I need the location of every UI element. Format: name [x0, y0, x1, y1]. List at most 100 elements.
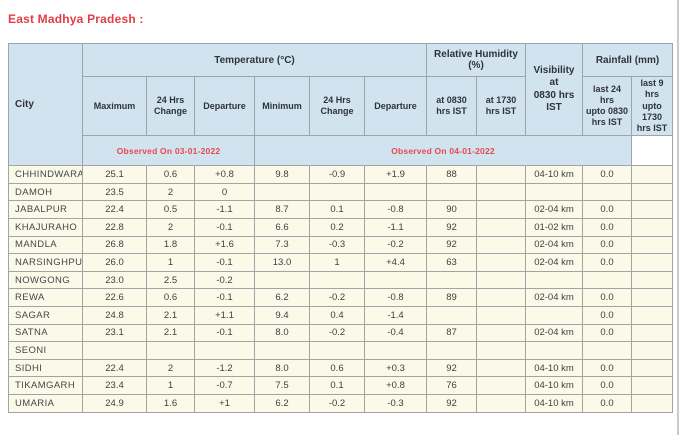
rh-0830-cell: 92: [426, 235, 477, 255]
rh-0830-cell: 76: [426, 376, 477, 395]
rh-0830-cell: 87: [426, 323, 477, 343]
rain-last-9hrs-cell: [631, 165, 673, 184]
min-departure-cell: +0.8: [364, 376, 427, 395]
rh-0830-cell: 92: [426, 393, 477, 413]
sub-header-min-departure: Departure: [364, 75, 427, 137]
min-24hrs-change-cell: 1: [309, 253, 365, 272]
rh-1730-cell: [476, 182, 526, 202]
rh-0830-cell: 92: [426, 358, 477, 378]
rain-last-24hrs-cell: 0.0: [582, 165, 632, 184]
min-24hrs-change-cell: -0.2: [309, 323, 365, 343]
visibility-cell: 02-04 km: [525, 253, 583, 272]
max-departure-cell: -0.1: [194, 323, 255, 343]
rain-last-9hrs-cell: [631, 358, 673, 378]
rh-1730-cell: [476, 270, 526, 290]
rain-last-24hrs-cell: 0.0: [582, 306, 632, 325]
visibility-cell: 02-04 km: [525, 200, 583, 220]
max-departure-cell: +1: [194, 393, 255, 413]
table-body: CHHINDWARA 25.1 0.6 +0.8 9.8 -0.9 +1.9 88 04-10 …: [8, 165, 673, 413]
rain-last-24hrs-cell: 0.0: [582, 200, 632, 220]
max-departure-cell: +1.6: [194, 235, 255, 255]
min-departure-cell: +0.3: [364, 358, 427, 378]
visibility-cell: 01-02 km: [525, 218, 583, 237]
rh-0830-cell: 88: [426, 165, 477, 184]
observed-empty-cell: [631, 135, 673, 167]
max-departure-cell: -0.2: [194, 270, 255, 290]
min-temp-cell: 6.2: [254, 288, 310, 307]
visibility-cell: 02-04 km: [525, 288, 583, 307]
min-temp-cell: 7.3: [254, 235, 310, 255]
min-temp-cell: [254, 341, 310, 360]
max-24hrs-change-cell: 1: [146, 376, 195, 395]
rh-0830-cell: [426, 341, 477, 360]
min-temp-cell: 8.7: [254, 200, 310, 220]
rh-0830-cell: 90: [426, 200, 477, 220]
table-row: UMARIA 24.9 1.6 +1 6.2 -0.2 -0.3 92 04-10 km 0.0: [8, 393, 673, 413]
table-row: KHAJURAHO 22.8 2 -0.1 6.6 0.2 -1.1 92 01-02 km 0.…: [8, 218, 673, 237]
city-cell: MANDLA: [8, 235, 83, 255]
observed-date-right: Observed On 04-01-2022: [254, 135, 632, 167]
min-temp-cell: 9.8: [254, 165, 310, 184]
min-departure-cell: [364, 182, 427, 202]
col-header-visibility: Visibility at 0830 hrs IST: [525, 42, 583, 137]
max-temp-cell: 22.4: [82, 358, 147, 378]
min-departure-cell: -0.4: [364, 323, 427, 343]
min-temp-cell: 7.5: [254, 376, 310, 395]
rain-last-24hrs-cell: 0.0: [582, 288, 632, 307]
rain-last-9hrs-cell: [631, 306, 673, 325]
sub-header-minimum: Minimum: [254, 75, 310, 137]
max-temp-cell: 24.8: [82, 306, 147, 325]
page-title: East Madhya Pradesh :: [8, 12, 144, 26]
city-cell: TIKAMGARH: [8, 376, 83, 395]
header-row-observed: Observed On 03-01-2022 Observed On 04-01…: [9, 135, 673, 167]
rain-last-24hrs-cell: 0.0: [582, 358, 632, 378]
city-cell: UMARIA: [8, 393, 83, 413]
max-24hrs-change-cell: 0.5: [146, 200, 195, 220]
rh-1730-cell: [476, 323, 526, 343]
sub-header-rh-1730: at 1730 hrs IST: [476, 75, 526, 137]
max-temp-cell: 22.6: [82, 288, 147, 307]
max-temp-cell: 23.1: [82, 323, 147, 343]
table-row: TIKAMGARH 23.4 1 -0.7 7.5 0.1 +0.8 76 04-10 km 0.…: [8, 376, 673, 395]
sub-header-rain-24hrs: last 24 hrs upto 0830 hrs IST: [582, 75, 632, 137]
max-temp-cell: 23.0: [82, 270, 147, 290]
min-24hrs-change-cell: -0.9: [309, 165, 365, 184]
min-24hrs-change-cell: -0.2: [309, 393, 365, 413]
table-row: CHHINDWARA 25.1 0.6 +0.8 9.8 -0.9 +1.9 88 04-10 …: [8, 165, 673, 184]
rh-1730-cell: [476, 393, 526, 413]
max-departure-cell: +0.8: [194, 165, 255, 184]
visibility-cell: [525, 182, 583, 202]
col-header-city: City: [8, 42, 83, 167]
rh-0830-cell: 92: [426, 218, 477, 237]
min-temp-cell: 8.0: [254, 323, 310, 343]
city-cell: REWA: [8, 288, 83, 307]
max-temp-cell: [82, 341, 147, 360]
min-temp-cell: 13.0: [254, 253, 310, 272]
min-24hrs-change-cell: [309, 182, 365, 202]
rh-0830-cell: 89: [426, 288, 477, 307]
max-24hrs-change-cell: 2.5: [146, 270, 195, 290]
table-row: MANDLA 26.8 1.8 +1.6 7.3 -0.3 -0.2 92 02-04 km 0.…: [8, 235, 673, 255]
visibility-cell: 04-10 km: [525, 376, 583, 395]
city-cell: SEONI: [8, 341, 83, 360]
table-row: JABALPUR 22.4 0.5 -1.1 8.7 0.1 -0.8 90 02-04 km 0…: [8, 200, 673, 220]
max-temp-cell: 22.4: [82, 200, 147, 220]
table-row: SATNA 23.1 2.1 -0.1 8.0 -0.2 -0.4 87 02-04 km 0.0: [8, 323, 673, 343]
min-departure-cell: +4.4: [364, 253, 427, 272]
city-cell: NARSINGHPUR: [8, 253, 83, 272]
table-header: City Temperature (°C) Relative Humidity …: [8, 42, 673, 167]
max-temp-cell: 24.9: [82, 393, 147, 413]
min-24hrs-change-cell: [309, 341, 365, 360]
max-24hrs-change-cell: 0.6: [146, 288, 195, 307]
min-temp-cell: 8.0: [254, 358, 310, 378]
rain-last-24hrs-cell: 0.0: [582, 393, 632, 413]
sub-header-min-change: 24 Hrs Change: [309, 75, 365, 137]
rh-1730-cell: [476, 218, 526, 237]
table-row: DAMOH 23.5 2 0: [8, 182, 673, 202]
rain-last-9hrs-cell: [631, 218, 673, 237]
max-departure-cell: -0.1: [194, 288, 255, 307]
max-departure-cell: -1.1: [194, 200, 255, 220]
rain-last-9hrs-cell: [631, 376, 673, 395]
city-cell: JABALPUR: [8, 200, 83, 220]
